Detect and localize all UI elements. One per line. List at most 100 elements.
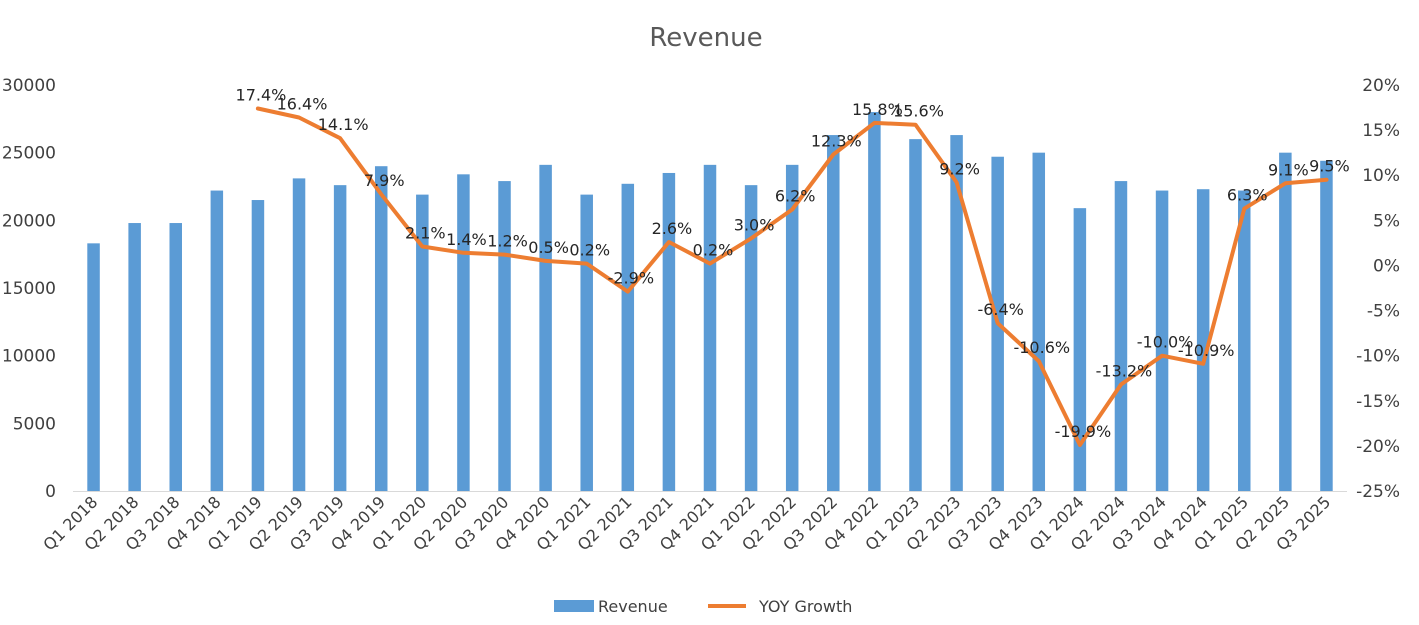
revenue-bar [87, 243, 100, 491]
yoy-growth-point [1242, 207, 1246, 211]
revenue-bar [539, 164, 552, 491]
revenue-bar [662, 172, 676, 491]
yoy-growth-point [626, 290, 630, 294]
legend-swatch-revenue [554, 600, 594, 612]
yoy-growth-data-label: 16.4% [277, 94, 328, 113]
yoy-growth-point [831, 152, 835, 156]
revenue-bar [1073, 208, 1087, 492]
yoy-growth-data-label: 2.6% [652, 219, 693, 238]
yoy-growth-data-label: 9.2% [939, 159, 980, 178]
revenue-bar [703, 164, 717, 491]
yoy-growth-point [1160, 354, 1164, 358]
yoy-growth-point [872, 121, 876, 125]
legend: Revenue YOY Growth [554, 597, 852, 616]
revenue-bar [128, 223, 141, 492]
left-axis-tick-label: 15000 [2, 279, 56, 299]
revenue-bar [744, 185, 758, 491]
right-axis-tick-label: 20% [1362, 76, 1400, 96]
yoy-growth-data-label: -10.9% [1178, 341, 1235, 360]
revenue-bar [292, 178, 306, 491]
yoy-growth-data-label: 1.4% [446, 230, 487, 249]
right-axis-tick-label: -25% [1356, 482, 1400, 502]
yoy-growth-data-label: -13.2% [1096, 362, 1153, 381]
yoy-growth-point [955, 180, 959, 184]
yoy-growth-point [503, 253, 507, 257]
right-axis-tick-label: -20% [1356, 437, 1400, 457]
yoy-growth-data-label: 7.9% [364, 171, 405, 190]
yoy-growth-line [255, 106, 1329, 447]
yoy-growth-data-label: 14.1% [318, 115, 369, 134]
yoy-growth-data-label: 12.3% [811, 131, 862, 150]
yoy-growth-data-label: 15.6% [893, 102, 944, 121]
chart-title: Revenue [649, 23, 762, 53]
yoy-growth-point [1119, 383, 1123, 387]
revenue-bar [621, 183, 635, 491]
revenue-bar [210, 190, 224, 491]
revenue-bar [1032, 152, 1046, 491]
revenue-bar [374, 166, 388, 491]
revenue-bars [87, 112, 1333, 492]
left-axis-tick-label: 10000 [2, 347, 56, 367]
revenue-bar [1114, 181, 1128, 491]
yoy-growth-point [996, 321, 1000, 325]
right-axis-tick-label: 0% [1373, 256, 1400, 276]
yoy-growth-data-labels: 17.4%16.4%14.1%7.9%2.1% 1.4% 1.2% 0.5% 0.2%-… [236, 85, 1350, 441]
left-axis-tick-label: 0 [45, 482, 56, 502]
right-axis-tick-label: -10% [1356, 347, 1400, 367]
yoy-growth-data-label: 9.1% [1268, 160, 1309, 179]
right-axis-tick-label: 15% [1362, 121, 1400, 141]
revenue-bar [950, 135, 963, 491]
yoy-growth-point [790, 208, 794, 212]
right-axis-tick-label: -15% [1356, 392, 1400, 412]
right-axis-tick-label: 10% [1362, 166, 1400, 186]
yoy-growth-point [297, 115, 301, 119]
yoy-growth-point [1324, 178, 1328, 182]
revenue-bar [169, 223, 182, 492]
yoy-growth-data-label: 6.2% [775, 187, 816, 206]
revenue-bar [1238, 190, 1251, 491]
revenue-bar [868, 112, 881, 492]
left-axis-tick-label: 30000 [2, 76, 56, 96]
yoy-growth-point [667, 240, 671, 244]
yoy-growth-point [420, 244, 424, 248]
revenue-bar [498, 181, 511, 491]
revenue-bar [580, 194, 593, 491]
yoy-growth-data-label: 0.2% [693, 241, 734, 260]
yoy-growth-point [708, 262, 712, 266]
yoy-growth-data-label: 0.5% [528, 238, 569, 257]
revenue-bar [251, 200, 265, 492]
yoy-growth-data-label: 15.8% [852, 100, 903, 119]
yoy-growth-data-label: 17.4% [236, 85, 287, 104]
left-axis-tick-label: 25000 [2, 144, 56, 164]
yoy-growth-data-label: -10.6% [1013, 338, 1070, 357]
yoy-growth-data-label: -19.9% [1055, 422, 1112, 441]
yoy-growth-point [338, 136, 342, 140]
yoy-growth-data-label: -10.0% [1137, 333, 1194, 352]
yoy-growth-data-label: 3.0% [734, 215, 775, 234]
yoy-growth-point [544, 259, 548, 263]
yoy-growth-point [749, 236, 753, 240]
legend-label-yoy-growth: YOY Growth [758, 597, 852, 616]
revenue-bar [333, 185, 347, 491]
yoy-growth-point [461, 251, 465, 255]
right-axis-tick-label: 5% [1373, 211, 1400, 231]
yoy-growth-data-label: -6.4% [977, 300, 1023, 319]
yoy-growth-data-label: 2.1% [405, 223, 446, 242]
revenue-bar [1196, 189, 1210, 491]
yoy-growth-data-label: 0.2% [569, 241, 610, 260]
yoy-growth-point [1037, 359, 1041, 363]
left-axis-tick-label: 5000 [13, 414, 56, 434]
yoy-growth-data-label: -2.9% [608, 269, 654, 288]
revenue-bar [416, 194, 429, 491]
yoy-growth-point [256, 106, 260, 110]
yoy-growth-data-label: 1.2% [487, 232, 528, 251]
yoy-growth-point [1201, 362, 1205, 366]
revenue-bar [1155, 190, 1169, 491]
right-y-axis: -25% -20% -15% -10% -5% 0% 5% 10% 15% 20% [1356, 76, 1400, 502]
left-axis-tick-label: 20000 [2, 211, 56, 231]
legend-label-revenue: Revenue [598, 597, 668, 616]
yoy-growth-point [1078, 443, 1082, 447]
revenue-bar [457, 174, 470, 491]
